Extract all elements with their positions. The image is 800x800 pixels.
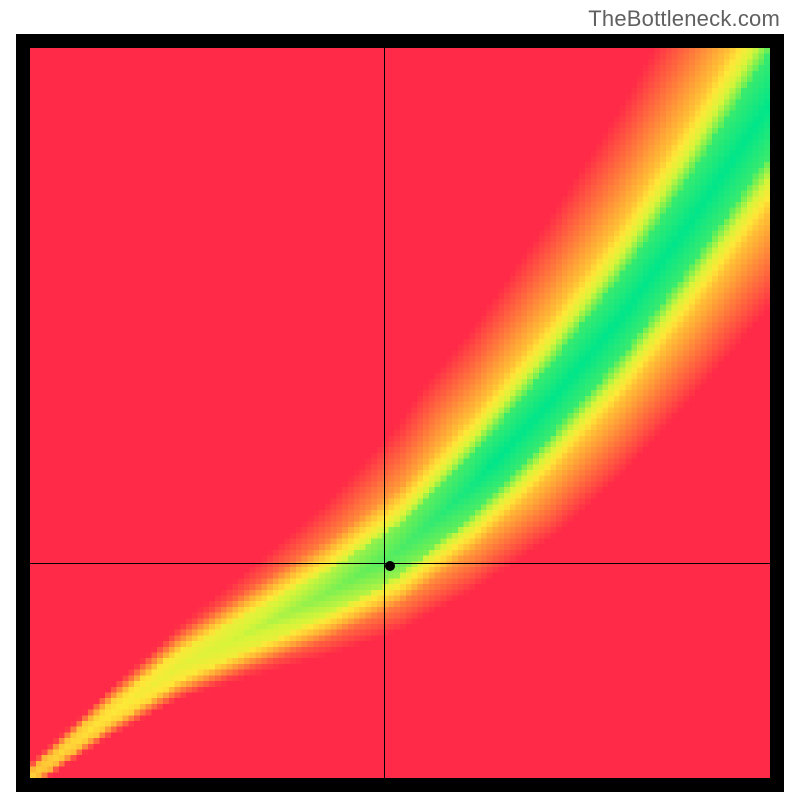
crosshair-horizontal	[30, 563, 770, 564]
bottleneck-heatmap	[30, 48, 770, 778]
plot-area	[30, 48, 770, 778]
selection-marker	[385, 561, 395, 571]
crosshair-vertical	[384, 48, 385, 778]
attribution-text: TheBottleneck.com	[588, 6, 780, 32]
chart-container: TheBottleneck.com	[0, 0, 800, 800]
